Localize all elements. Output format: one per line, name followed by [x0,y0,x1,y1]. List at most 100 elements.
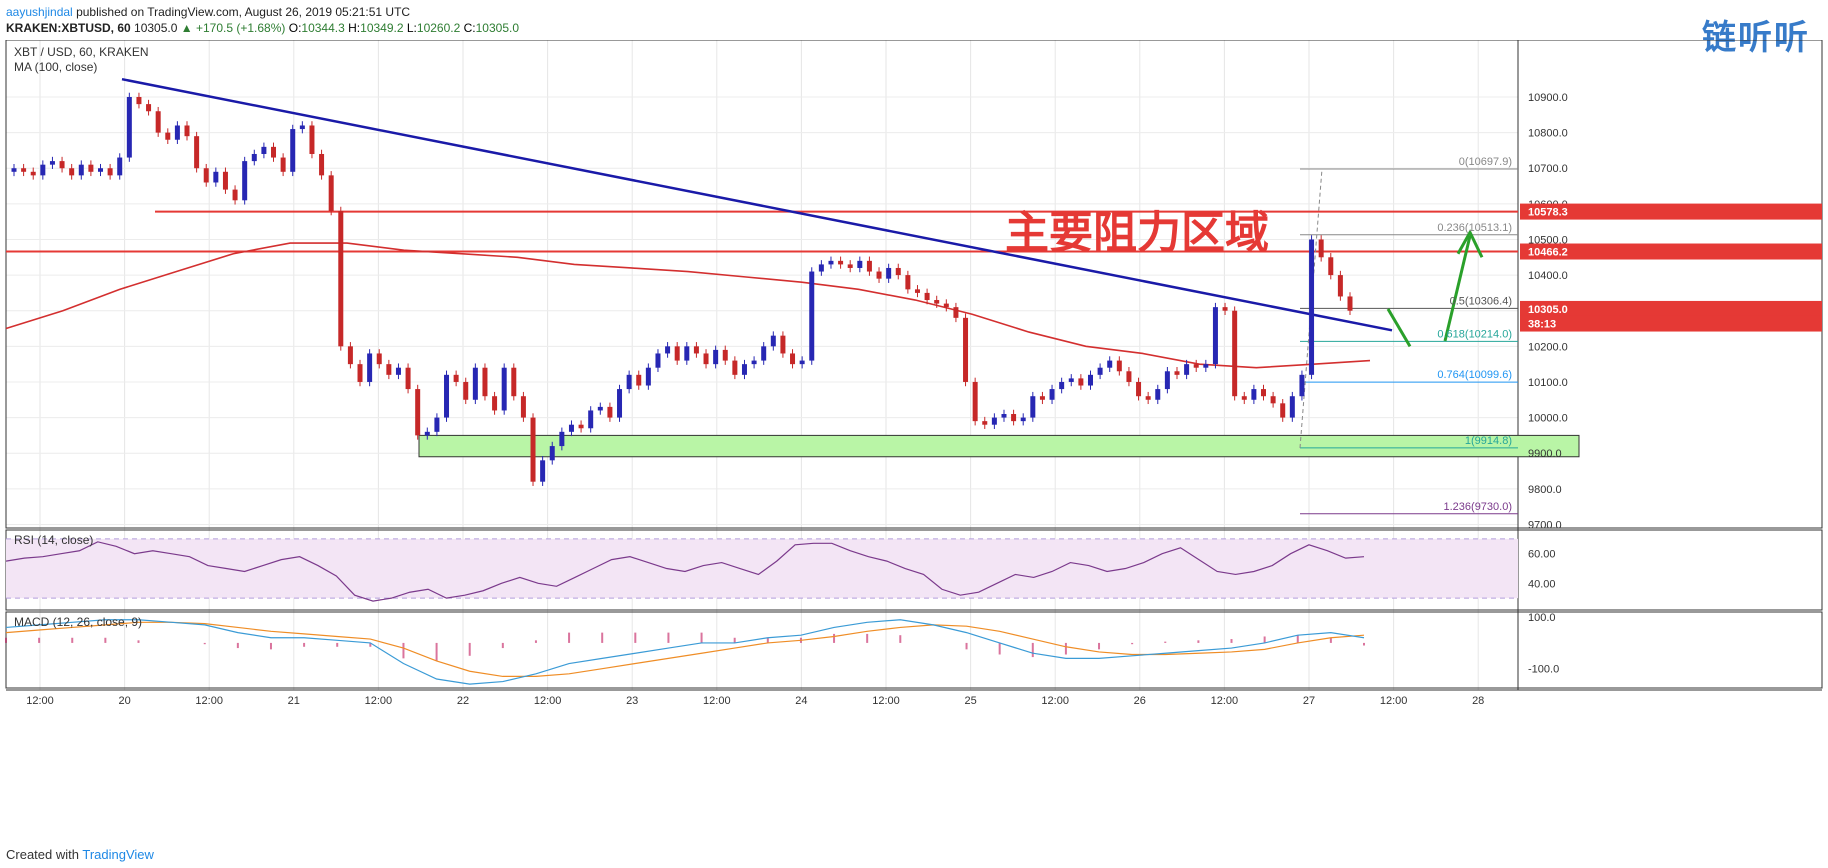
candle-body [703,353,709,365]
price-chart[interactable]: 10900.010800.010700.010600.010500.010400… [0,40,1828,860]
candle-body [1145,396,1151,400]
candle-body [1241,396,1247,400]
candle-body [328,175,334,211]
high-label: H: [348,21,361,35]
candle-body [674,346,680,361]
candle-body [1232,310,1238,397]
close-value: 10305.0 [475,21,520,35]
published-text: published on TradingView.com, August 26,… [76,5,411,19]
candle-body [501,367,507,411]
created-with-text: Created with [6,847,79,862]
price-tick-label: 10500.0 [1528,234,1568,246]
candle-body [588,410,594,429]
candle-body [857,260,863,268]
fib-anchor-line [1299,168,1323,448]
price-tick-label: 10200.0 [1528,341,1568,353]
change-text: +170.5 (+1.68%) [195,21,286,35]
arrow-head [1456,229,1484,258]
candle-body [684,346,690,361]
candle-body [194,136,200,169]
candle-body [991,417,997,425]
candle-body [290,129,296,172]
candle-body [1289,396,1295,418]
candle-body [1270,396,1276,404]
time-tick-label: 12:00 [26,695,54,707]
price-tick-label: 9900.0 [1528,448,1562,460]
candle-body [578,424,584,429]
candle-body [1068,378,1074,382]
time-tick-label: 12:00 [1380,695,1408,707]
candle-body [242,161,248,201]
candle-body [607,406,613,418]
candle-body [415,389,421,436]
fib-level-label: 0.5(10306.4) [1450,295,1512,307]
candle-body [530,417,536,482]
last-price: 10305.0 [134,21,178,35]
price-axis[interactable]: 10900.010800.010700.010600.010500.010400… [1520,92,1822,676]
candle-body [1193,364,1199,368]
ma100-line [5,242,1371,369]
candle-body [1184,364,1190,375]
candle-body [732,360,738,375]
indicators [5,538,1518,685]
candle-body [655,353,661,368]
price-tag [1520,300,1822,317]
candle-body [59,161,65,169]
tradingview-logo[interactable]: TradingView [82,847,154,862]
candle-body [1030,396,1036,418]
candle-body [713,349,719,365]
price-tag [1520,203,1822,220]
candle-body [405,367,411,390]
candle-body [30,171,36,176]
candle-body [924,292,930,301]
candle-body [146,104,152,112]
candle-body [367,353,373,382]
overlays [5,77,1580,515]
fib-level-label: 1.236(9730.0) [1444,501,1513,513]
candle-body [1318,239,1324,258]
candle-body [98,168,104,172]
fib-level-label: 0.236(10513.1) [1437,222,1512,234]
candle-body [136,96,142,105]
macd-signal-line [5,621,1365,678]
chart-title: XBT / USD, 60, KRAKEN [14,45,149,59]
candle-body [338,210,344,347]
candle-body [1280,403,1286,418]
price-tick-label: 10400.0 [1528,270,1568,282]
candle-body [1087,374,1093,386]
candle-body [1097,367,1103,375]
projection-arrow-up [1443,235,1472,342]
rsi-tick-label: 40.00 [1528,578,1556,590]
candle-body [1174,371,1180,375]
candle-body [357,364,363,382]
fib-level-label: 0.618(10214.0) [1437,328,1512,340]
candle-body [751,360,757,365]
candle-body [540,460,546,482]
candle-body [645,367,651,386]
candle-body [1136,381,1142,397]
candle-body [1059,381,1065,390]
rsi-band [6,538,1518,599]
candle-body [1347,296,1353,311]
price-tick-label: 10700.0 [1528,163,1568,175]
high-value: 10349.2 [360,21,404,35]
candle-body [88,164,94,172]
time-tick-label: 27 [1303,695,1315,707]
footer: Created with TradingView [6,847,154,862]
candle-body [636,374,642,386]
candle-body [1299,374,1305,397]
candle-body [905,275,911,290]
low-value: 10260.2 [416,21,461,35]
candle-body [1203,364,1209,368]
candle-body [520,396,526,418]
candle-body [107,168,113,176]
candle-body [1337,275,1343,297]
time-axis[interactable]: 12:00 20 12:00 21 12:00 22 12:00 23 12:00 24 12:00… [26,695,1484,707]
author-link[interactable]: aayushjindal [6,5,73,19]
time-tick-label: 12:00 [195,695,223,707]
candle-body [934,300,940,304]
candle-body [309,125,315,154]
candle-body [21,168,27,172]
candle-body [222,171,228,190]
macd-tick-label: -100.0 [1528,664,1559,676]
